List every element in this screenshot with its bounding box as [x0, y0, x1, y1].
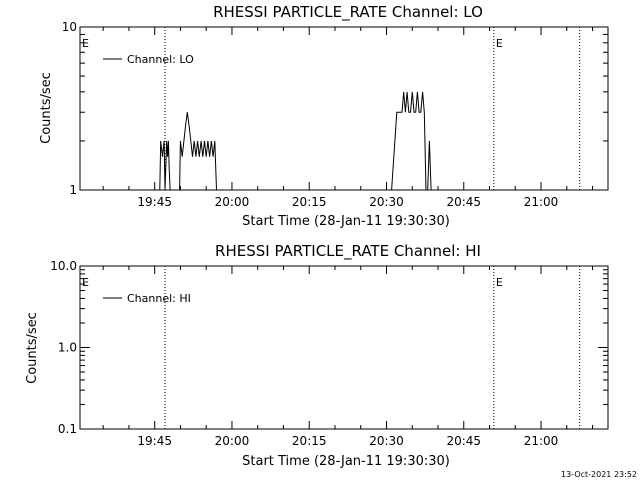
panel-lo-legend: Channel: LO [103, 53, 194, 66]
x-tick-label: 20:45 [446, 434, 481, 448]
x-tick-label: 20:45 [446, 195, 481, 209]
annotation-e-label: E [496, 37, 503, 50]
y-tick-label: 10.0 [50, 259, 77, 273]
x-tick-label: 20:30 [369, 195, 404, 209]
x-tick-label: 20:00 [215, 434, 250, 448]
panel-hi-x-ticks: 19:45 20:00 20:15 20:30 20:45 21:00 [102, 266, 594, 448]
y-tick-label: 1 [69, 183, 77, 197]
panel-lo-vertical-lines [164, 27, 581, 190]
x-tick-label: 20:15 [292, 434, 327, 448]
x-tick-label: 21:00 [524, 195, 559, 209]
y-tick-label: 1.0 [58, 341, 77, 355]
panel-hi-plot-frame [79, 265, 609, 430]
panel-lo-y-ticks: 1 10 [62, 20, 608, 197]
x-tick-label: 20:00 [215, 195, 250, 209]
panel-hi-title: RHESSI PARTICLE_RATE Channel: HI [215, 242, 481, 261]
x-tick-label: 19:45 [137, 195, 172, 209]
panel-lo-title: RHESSI PARTICLE_RATE Channel: LO [213, 3, 483, 22]
panel-lo-x-ticks: 19:45 20:00 20:15 20:30 20:45 21:00 [102, 27, 594, 209]
annotation-e-label: E [496, 276, 503, 289]
panel-lo-y-axis-label: Counts/sec [39, 72, 54, 144]
x-tick-label: 20:15 [292, 195, 327, 209]
panel-hi-y-axis-label: Counts/sec [25, 312, 40, 384]
x-tick-label: 21:00 [524, 434, 559, 448]
panel-lo-series [80, 91, 608, 191]
panel-lo-plot-frame [79, 26, 609, 191]
y-tick-label: 10 [62, 20, 77, 34]
panel-hi: RHESSI PARTICLE_RATE Channel: HI 19:45 20… [25, 242, 609, 469]
x-tick-label: 20:30 [369, 434, 404, 448]
panel-hi-legend-label: Channel: HI [127, 292, 191, 305]
panel-hi-vertical-lines [164, 266, 581, 429]
panel-hi-legend: Channel: HI [103, 292, 191, 305]
y-tick-label: 0.1 [58, 422, 77, 436]
annotation-e-label: E [82, 37, 89, 50]
annotation-e-label: E [82, 276, 89, 289]
panel-lo: RHESSI PARTICLE_RATE Channel: LO 19:45 20… [39, 3, 609, 229]
panel-hi-x-axis-label: Start Time (28-Jan-11 19:30:30) [242, 454, 450, 469]
panel-lo-legend-label: Channel: LO [127, 53, 194, 66]
panel-lo-x-axis-label: Start Time (28-Jan-11 19:30:30) [242, 214, 450, 229]
x-tick-label: 19:45 [137, 434, 172, 448]
footer-timestamp: 13-Oct-2021 23:52 [561, 470, 637, 479]
series-line-channel-lo [80, 91, 608, 191]
panel-hi-y-ticks: 0.1 1.0 10.0 [50, 259, 608, 436]
